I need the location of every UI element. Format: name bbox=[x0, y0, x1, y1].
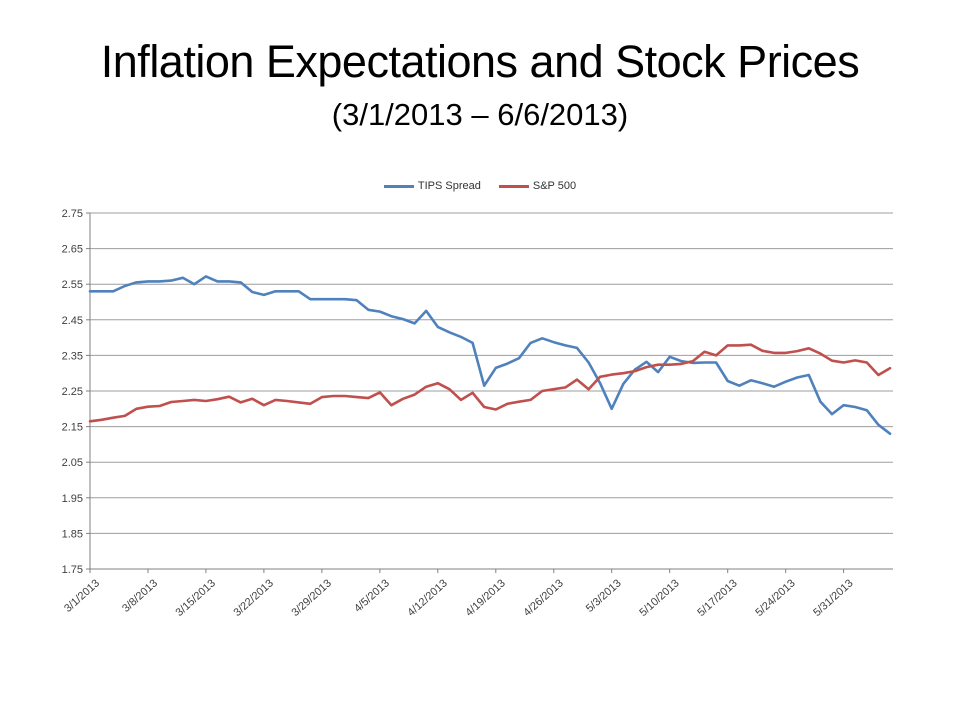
y-axis-label: 2.55 bbox=[62, 279, 83, 291]
x-axis-label: 4/12/2013 bbox=[405, 577, 449, 619]
page-subtitle: (3/1/2013 – 6/6/2013) bbox=[331, 97, 629, 132]
legend-item-tips-spread: TIPS Spread bbox=[383, 180, 481, 192]
y-axis-label: 2.65 bbox=[62, 244, 83, 256]
y-axis-label: 1.95 bbox=[62, 493, 83, 505]
tips-spread-line-swatch bbox=[383, 184, 414, 188]
y-axis-label: 1.75 bbox=[62, 564, 83, 576]
x-axis-label: 3/29/2013 bbox=[290, 577, 334, 619]
y-axis-label: 2.35 bbox=[62, 350, 83, 362]
x-axis-label: 4/26/2013 bbox=[521, 577, 565, 619]
y-axis-label: 1.85 bbox=[62, 528, 83, 540]
x-axis-label: 4/5/2013 bbox=[352, 577, 392, 615]
y-axis-label: 2.45 bbox=[62, 315, 83, 327]
tips-spread-line bbox=[88, 275, 892, 436]
y-axis-label: 2.05 bbox=[62, 457, 83, 469]
legend-item-sp500: S&P 500 bbox=[498, 180, 577, 192]
sp500-legend-label: S&P 500 bbox=[532, 180, 577, 192]
y-axis-label: 2.75 bbox=[62, 208, 83, 220]
x-axis-label: 5/10/2013 bbox=[637, 577, 681, 619]
sp500-line-swatch bbox=[498, 184, 529, 188]
y-axis-label: 2.15 bbox=[62, 422, 83, 434]
x-axis-label: 5/31/2013 bbox=[811, 577, 855, 619]
x-axis-label: 5/24/2013 bbox=[753, 577, 797, 619]
x-axis-label: 3/15/2013 bbox=[174, 577, 218, 619]
s-p-500-line bbox=[88, 343, 892, 423]
x-axis-label: 3/22/2013 bbox=[232, 577, 276, 619]
x-axis-label: 4/19/2013 bbox=[463, 577, 507, 619]
y-axis-label: 2.25 bbox=[62, 386, 83, 398]
chart-legend: TIPS Spread S&P 500 bbox=[0, 180, 960, 192]
x-axis-label: 5/3/2013 bbox=[584, 577, 624, 615]
tips-spread-legend-label: TIPS Spread bbox=[417, 180, 481, 192]
x-axis-label: 3/8/2013 bbox=[120, 577, 160, 615]
x-axis-label: 3/1/2013 bbox=[62, 577, 102, 615]
x-axis-label: 5/17/2013 bbox=[695, 577, 739, 619]
page-title: Inflation Expectations and Stock Prices bbox=[100, 36, 860, 87]
